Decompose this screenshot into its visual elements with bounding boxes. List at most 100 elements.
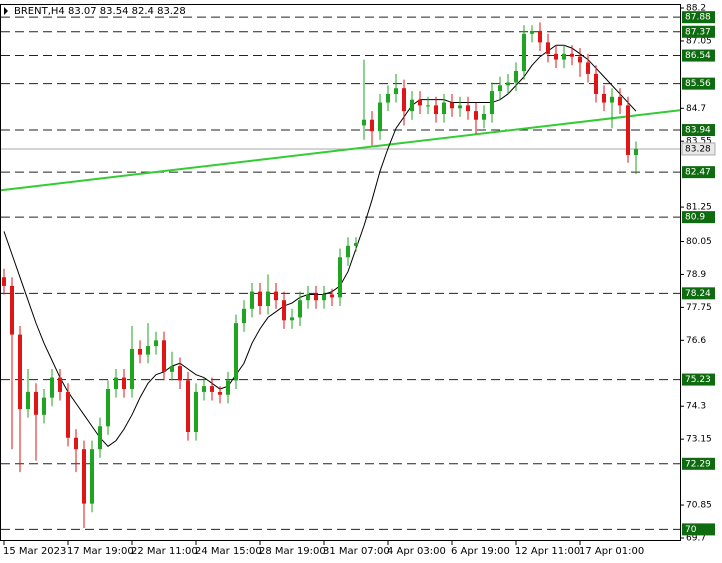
moving-average — [3, 44, 637, 447]
candle-body — [466, 105, 470, 112]
candle-body — [234, 323, 238, 381]
candle-body — [82, 449, 86, 504]
candle-body — [394, 88, 398, 94]
candle-body — [298, 300, 302, 318]
candle-body — [418, 99, 422, 106]
candle-body — [338, 257, 342, 298]
candle-body — [434, 105, 438, 114]
candle-body — [514, 71, 518, 83]
candle-body — [322, 294, 326, 301]
candle-body — [538, 30, 542, 43]
x-tick-label: 24 Mar 15:00 — [195, 546, 262, 557]
candle-body — [202, 386, 206, 392]
candle-body — [474, 111, 478, 120]
level-label-box — [682, 373, 715, 386]
candle-body — [170, 366, 174, 372]
y-tick-label: 80.05 — [686, 237, 712, 247]
trendline — [0, 109, 681, 192]
candle-body — [282, 300, 286, 321]
x-tick-label: 15 Mar 2023 — [3, 546, 66, 557]
level-label-box — [682, 77, 715, 90]
level-label-box — [682, 49, 715, 62]
chart-title: BRENT,H4 83.07 83.54 82.4 83.28 — [14, 6, 186, 17]
candle-body — [346, 245, 350, 258]
candle-body — [90, 449, 94, 504]
level-label-box — [682, 457, 715, 470]
y-tick-label: 74.3 — [686, 402, 706, 412]
level-label: 87.88 — [685, 13, 711, 23]
level-label: 72.29 — [685, 459, 711, 469]
candle-body — [146, 346, 150, 355]
level-label-box — [682, 25, 715, 38]
candle-body — [154, 340, 158, 347]
candle-body — [586, 62, 590, 74]
candle-body — [258, 291, 262, 306]
y-tick-label: 69.7 — [686, 534, 706, 544]
x-tick-label: 17 Apr 01:00 — [579, 546, 644, 557]
candle-body — [2, 277, 6, 286]
candle-body — [106, 389, 110, 427]
candle-body — [66, 391, 70, 438]
candle-body — [482, 114, 486, 120]
y-tick-label: 73.15 — [686, 435, 712, 445]
candle-body — [314, 294, 318, 301]
candle-body — [602, 93, 606, 103]
candle-body — [18, 334, 22, 410]
y-tick-label: 77.75 — [686, 303, 712, 313]
level-label-box — [682, 211, 715, 224]
level-label: 87.37 — [685, 27, 711, 37]
candle-body — [378, 102, 382, 132]
candle-body — [194, 391, 198, 432]
candle-body — [178, 366, 182, 381]
level-label-box — [682, 523, 715, 536]
candle-body — [562, 53, 566, 60]
candle-body — [242, 308, 246, 324]
candle-body — [26, 391, 30, 410]
symbol: BRENT,H4 — [14, 6, 65, 17]
candle-body — [226, 380, 230, 395]
level-label: 83.94 — [685, 126, 711, 136]
y-tick-label: 83.55 — [686, 137, 712, 147]
candle-body — [490, 91, 494, 114]
level-label-box — [682, 166, 715, 179]
price-label-box — [681, 142, 716, 156]
candle-body — [546, 42, 550, 54]
y-tick-label: 70.85 — [686, 501, 712, 511]
candle-body — [274, 291, 278, 301]
candle-body — [618, 96, 622, 106]
candle-body — [122, 377, 126, 390]
candle-body — [34, 391, 38, 415]
candle-body — [290, 317, 294, 321]
candle-body — [114, 377, 118, 390]
level-label-box — [682, 11, 715, 24]
price-label: 83.28 — [685, 144, 711, 154]
candle-body — [506, 82, 510, 86]
candle-body — [266, 291, 270, 306]
ohlc-low: 82.4 — [132, 6, 154, 17]
x-tick-label: 28 Mar 19:00 — [259, 546, 326, 557]
ohlc-high: 83.54 — [100, 6, 129, 17]
candle-body — [402, 88, 406, 112]
candle-body — [74, 437, 78, 450]
level-label: 78.24 — [685, 289, 711, 299]
candle-body — [594, 73, 598, 94]
y-tick-label: 84.7 — [686, 104, 706, 114]
candle-body — [138, 348, 142, 355]
candle-body — [306, 294, 310, 301]
candle-body — [354, 242, 358, 246]
level-label: 86.54 — [685, 51, 711, 61]
candle-body — [58, 377, 62, 392]
level-label-box — [682, 124, 715, 137]
ohlc-open: 83.07 — [68, 6, 97, 17]
x-tick-label: 4 Apr 03:00 — [387, 546, 446, 557]
y-tick-label: 88.2 — [686, 4, 706, 14]
candle-body — [162, 340, 166, 372]
candle-body — [626, 105, 630, 155]
level-label: 70 — [685, 525, 697, 535]
candle-body — [386, 93, 390, 103]
candle-body — [442, 102, 446, 114]
candle-body — [570, 53, 574, 57]
y-tick-label: 78.9 — [686, 270, 706, 280]
level-label: 82.47 — [685, 168, 711, 178]
